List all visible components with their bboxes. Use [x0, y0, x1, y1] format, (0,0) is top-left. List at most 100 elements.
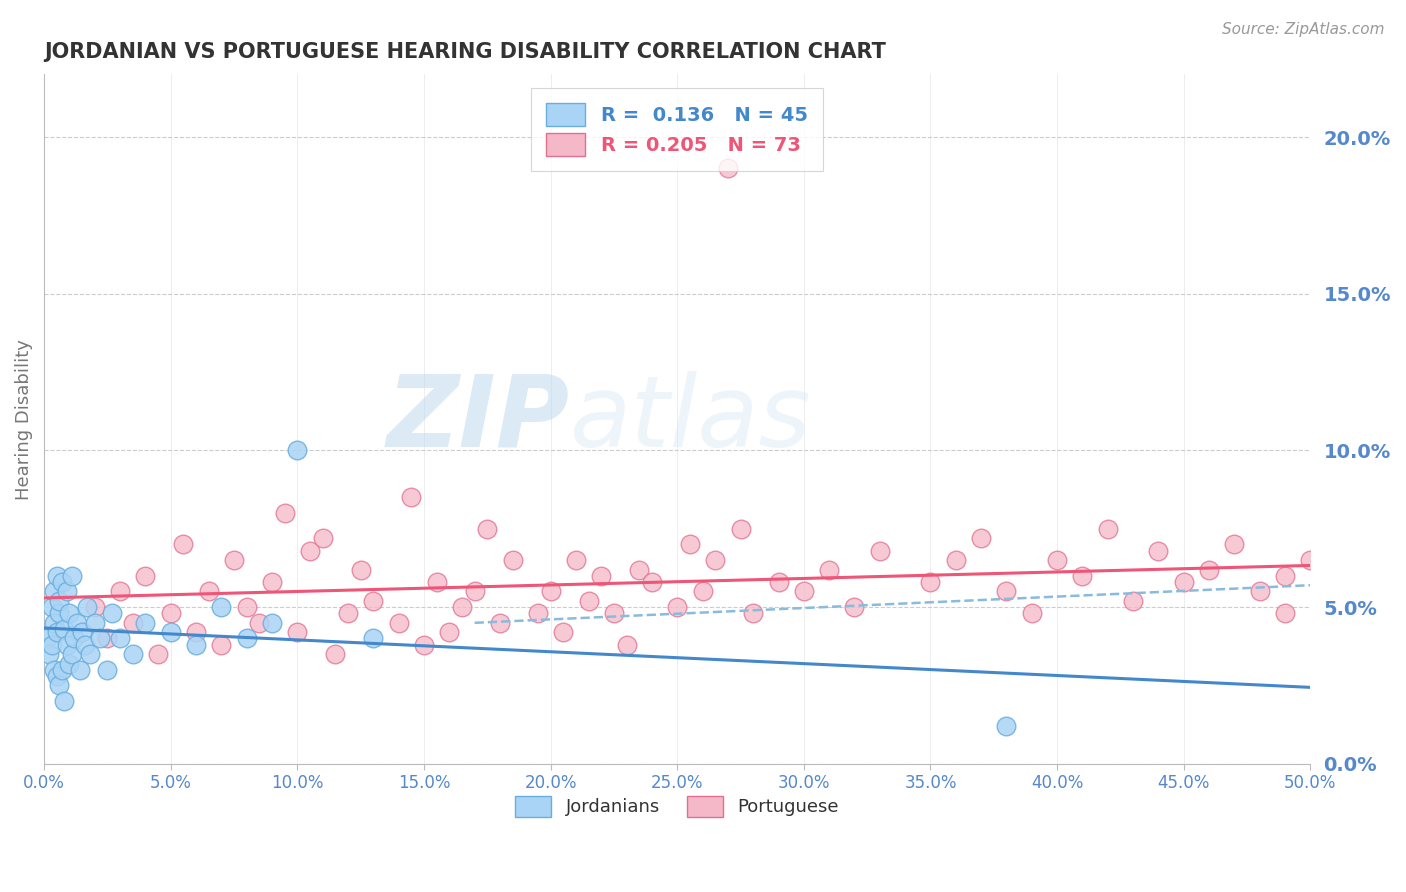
Point	[388, 615, 411, 630]
Point	[121, 615, 143, 630]
Point	[1274, 569, 1296, 583]
Point	[96, 632, 118, 646]
Point	[41, 638, 63, 652]
Point	[679, 537, 702, 551]
Point	[1274, 607, 1296, 621]
Point	[247, 615, 270, 630]
Point	[45, 569, 67, 583]
Point	[56, 584, 79, 599]
Point	[51, 663, 73, 677]
Point	[1324, 669, 1347, 683]
Point	[56, 638, 79, 652]
Point	[285, 443, 308, 458]
Point	[44, 584, 66, 599]
Point	[945, 553, 967, 567]
Point	[51, 575, 73, 590]
Point	[48, 607, 70, 621]
Point	[603, 607, 626, 621]
Point	[235, 600, 257, 615]
Point	[565, 553, 588, 567]
Point	[45, 669, 67, 683]
Point	[197, 584, 219, 599]
Point	[159, 625, 181, 640]
Text: atlas: atlas	[569, 370, 811, 467]
Point	[69, 663, 91, 677]
Point	[260, 615, 283, 630]
Point	[616, 638, 638, 652]
Point	[1021, 607, 1043, 621]
Point	[1173, 575, 1195, 590]
Point	[502, 553, 524, 567]
Point	[692, 584, 714, 599]
Point	[464, 584, 486, 599]
Point	[222, 553, 245, 567]
Point	[285, 625, 308, 640]
Point	[768, 575, 790, 590]
Point	[260, 575, 283, 590]
Point	[920, 575, 942, 590]
Point	[1223, 537, 1246, 551]
Point	[89, 632, 111, 646]
Point	[235, 632, 257, 646]
Legend: Jordanians, Portuguese: Jordanians, Portuguese	[508, 789, 846, 823]
Text: Source: ZipAtlas.com: Source: ZipAtlas.com	[1222, 22, 1385, 37]
Point	[53, 694, 76, 708]
Point	[38, 647, 60, 661]
Point	[869, 543, 891, 558]
Point	[844, 600, 866, 615]
Point	[970, 531, 993, 545]
Point	[66, 615, 89, 630]
Point	[401, 491, 423, 505]
Point	[426, 575, 449, 590]
Point	[439, 625, 461, 640]
Point	[363, 632, 385, 646]
Point	[995, 719, 1018, 733]
Point	[337, 607, 360, 621]
Point	[1046, 553, 1069, 567]
Point	[793, 584, 815, 599]
Point	[60, 647, 83, 661]
Point	[134, 615, 156, 630]
Point	[83, 600, 105, 615]
Point	[58, 607, 80, 621]
Point	[96, 663, 118, 677]
Point	[578, 594, 600, 608]
Point	[451, 600, 474, 615]
Point	[641, 575, 664, 590]
Point	[70, 625, 93, 640]
Point	[527, 607, 550, 621]
Point	[540, 584, 562, 599]
Point	[311, 531, 333, 545]
Point	[742, 607, 765, 621]
Point	[60, 569, 83, 583]
Point	[704, 553, 727, 567]
Point	[209, 600, 232, 615]
Point	[325, 647, 347, 661]
Point	[79, 647, 101, 661]
Point	[477, 522, 499, 536]
Point	[101, 607, 124, 621]
Point	[1147, 543, 1170, 558]
Point	[413, 638, 436, 652]
Point	[76, 600, 98, 615]
Point	[121, 647, 143, 661]
Point	[48, 678, 70, 692]
Point	[666, 600, 689, 615]
Point	[35, 632, 58, 646]
Point	[1299, 553, 1322, 567]
Point	[363, 594, 385, 608]
Point	[184, 638, 207, 652]
Point	[591, 569, 613, 583]
Point	[44, 615, 66, 630]
Point	[83, 615, 105, 630]
Point	[298, 543, 321, 558]
Point	[45, 625, 67, 640]
Text: ZIP: ZIP	[387, 370, 569, 467]
Point	[730, 522, 752, 536]
Text: JORDANIAN VS PORTUGUESE HEARING DISABILITY CORRELATION CHART: JORDANIAN VS PORTUGUESE HEARING DISABILI…	[44, 42, 886, 62]
Point	[1198, 562, 1220, 576]
Point	[41, 600, 63, 615]
Point	[628, 562, 651, 576]
Point	[1122, 594, 1144, 608]
Point	[717, 161, 740, 176]
